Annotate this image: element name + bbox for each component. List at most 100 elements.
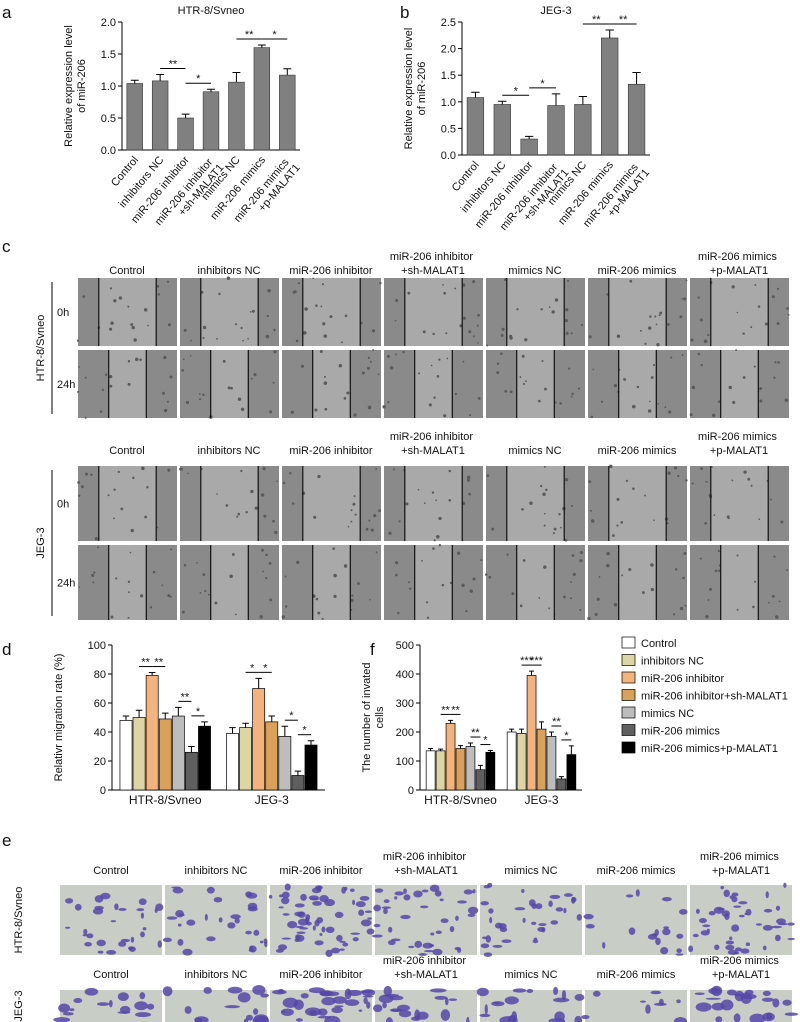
invaded-cell — [136, 908, 145, 912]
y-tick-label: 0.5 — [101, 113, 116, 125]
invaded-cell — [213, 896, 223, 903]
invaded-cell — [457, 900, 467, 904]
bar — [506, 731, 517, 791]
column-header: miR-206 mimics — [597, 969, 676, 981]
error-bar — [188, 746, 195, 753]
invaded-cell — [344, 999, 360, 1007]
invaded-cell — [765, 1012, 773, 1020]
cell-texture — [544, 512, 546, 515]
row-label: 24h — [57, 578, 75, 590]
invaded-cell — [106, 949, 117, 955]
cell-texture — [181, 610, 185, 614]
cell-texture — [156, 285, 160, 288]
cell-texture — [773, 555, 776, 558]
x-tick-label: miR-206 mimics +p-MALAT1 — [581, 159, 652, 237]
cell-texture — [516, 308, 519, 311]
cell-texture — [323, 381, 328, 385]
cell-texture — [187, 472, 189, 475]
invaded-cell — [537, 927, 545, 932]
invaded-cell — [432, 948, 443, 956]
cell-texture — [506, 553, 509, 556]
cell-texture — [764, 322, 768, 326]
cell-texture — [543, 565, 547, 569]
cell-texture — [786, 569, 789, 572]
cell-texture — [250, 489, 254, 494]
significance-label: ** — [451, 704, 460, 716]
invaded-cell — [692, 933, 699, 938]
cell-texture — [324, 407, 328, 411]
cell-texture — [375, 551, 378, 554]
cell-texture — [457, 551, 461, 555]
cell-texture — [426, 616, 430, 620]
cell-texture — [91, 573, 95, 577]
micrograph — [480, 885, 582, 955]
error-bar — [130, 79, 139, 84]
invaded-cell — [526, 988, 534, 994]
cell-texture — [265, 577, 268, 580]
invaded-cell — [403, 888, 407, 894]
invaded-cell — [247, 902, 258, 910]
bar — [566, 754, 577, 791]
invaded-cell — [237, 992, 251, 1003]
error-bar — [578, 95, 588, 105]
cell-texture — [543, 524, 546, 527]
cell-texture — [718, 400, 721, 404]
invaded-cell — [383, 908, 388, 915]
cell-texture — [357, 582, 360, 585]
cell-texture — [260, 493, 265, 497]
cell-texture — [214, 601, 218, 605]
cell-texture — [202, 336, 205, 340]
wound-area — [516, 350, 555, 418]
cell-texture — [443, 414, 447, 418]
y-axis-label: Relativr migration rate (%) — [53, 654, 65, 782]
cell-texture — [373, 514, 377, 518]
cell-texture — [297, 282, 300, 285]
bar — [627, 83, 646, 156]
cell-texture — [240, 407, 245, 412]
invaded-cell — [249, 945, 254, 950]
column-header: miR-206 mimics — [598, 265, 677, 277]
error-bar — [551, 93, 561, 106]
cell-texture — [284, 605, 288, 608]
invaded-cell — [660, 947, 669, 955]
invaded-cell — [373, 904, 381, 912]
cell-texture — [245, 510, 248, 514]
y-tick-label: 1.0 — [441, 97, 456, 109]
error-bar — [135, 709, 143, 718]
column-header: mimics NC — [504, 865, 557, 877]
cell-texture — [769, 498, 772, 501]
error-bar — [161, 712, 169, 719]
cell-texture — [682, 576, 685, 580]
cell-texture — [323, 334, 328, 338]
invaded-cell — [574, 1015, 583, 1022]
invaded-cell — [694, 992, 705, 995]
invaded-cell — [65, 898, 74, 904]
cell-texture — [408, 581, 411, 584]
invaded-cell — [418, 953, 428, 956]
cell-texture — [711, 413, 716, 418]
bar — [601, 37, 619, 156]
invaded-cell — [263, 938, 268, 945]
cell-texture — [548, 607, 551, 610]
wound-area — [210, 545, 249, 620]
error-bar — [548, 731, 554, 737]
invaded-cell — [455, 915, 459, 921]
cell-texture — [202, 393, 205, 397]
cell-texture — [230, 386, 233, 390]
cell-texture — [169, 375, 173, 379]
cell-texture — [422, 330, 426, 334]
invaded-cell — [344, 988, 352, 1000]
micrograph — [480, 990, 582, 1022]
bar — [253, 47, 271, 151]
cell-texture — [768, 601, 770, 604]
cell-texture — [666, 323, 670, 326]
cell-texture — [441, 583, 445, 587]
invaded-cell — [414, 940, 423, 948]
bar — [291, 775, 305, 791]
cell-texture — [139, 358, 142, 362]
cell-texture — [372, 349, 375, 352]
cell-texture — [438, 358, 441, 361]
error-bar — [568, 745, 574, 755]
significance-label: * — [540, 78, 545, 90]
error-bar — [487, 750, 493, 753]
